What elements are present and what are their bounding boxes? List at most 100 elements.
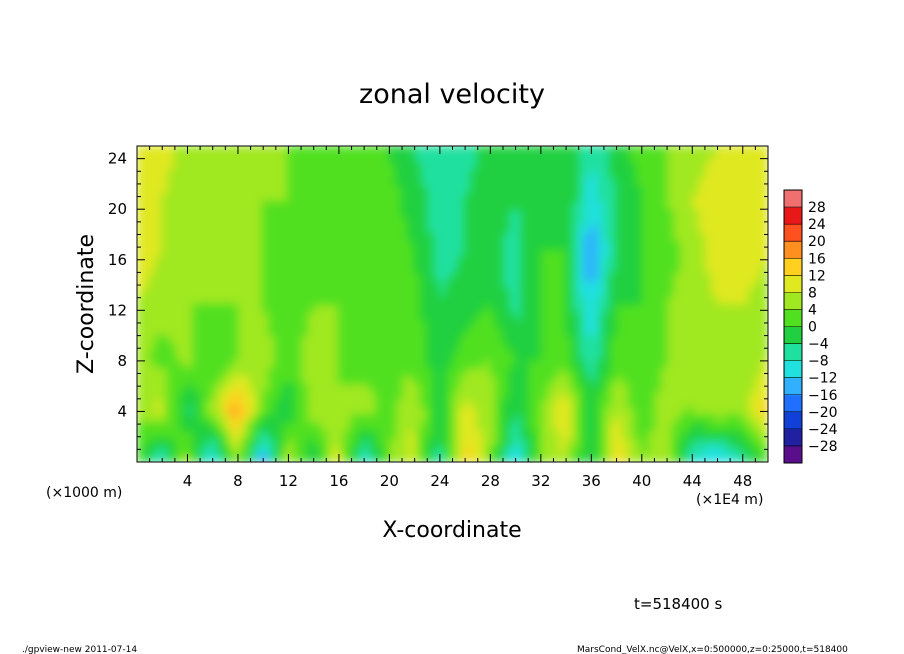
heatmap-cell — [344, 429, 353, 439]
heatmap-cell — [300, 437, 308, 447]
heatmap-cell — [161, 248, 170, 258]
colorbar-swatch — [784, 394, 802, 413]
heatmap-cell — [470, 208, 479, 218]
heatmap-cell — [433, 232, 441, 242]
heatmap-cell — [351, 374, 359, 384]
heatmap-cell — [319, 429, 327, 439]
heatmap-cell — [445, 374, 453, 384]
heatmap-cell — [534, 177, 542, 186]
heatmap-cell — [300, 374, 308, 384]
heatmap-cell — [742, 216, 750, 226]
heatmap-cell — [174, 311, 182, 321]
heatmap-cell — [679, 146, 687, 155]
heatmap-cell — [137, 343, 144, 352]
heatmap-cell — [414, 343, 422, 352]
heatmap-cell — [193, 256, 201, 265]
heatmap-cell — [256, 343, 264, 352]
heatmap-cell — [149, 287, 157, 297]
heatmap-cell — [155, 248, 163, 258]
heatmap-cell — [180, 374, 188, 384]
heatmap-cell — [382, 453, 390, 462]
heatmap-cell — [616, 295, 624, 305]
heatmap-cell — [470, 429, 479, 439]
heatmap-cell — [502, 264, 510, 273]
heatmap-cell — [313, 453, 321, 462]
heatmap-cell — [597, 422, 605, 431]
heatmap-cell — [382, 192, 390, 202]
heatmap-cell — [395, 208, 403, 218]
heatmap-cell — [433, 208, 441, 218]
heatmap-cell — [578, 153, 586, 163]
heatmap-cell — [212, 366, 220, 376]
heatmap-cell — [180, 422, 188, 431]
heatmap-cell — [319, 224, 327, 234]
heatmap-cell — [168, 185, 176, 194]
heatmap-cell — [199, 185, 207, 194]
heatmap-cell — [142, 224, 151, 234]
heatmap-cell — [269, 429, 277, 439]
heatmap-cell — [748, 169, 756, 179]
heatmap-cell — [344, 406, 353, 416]
heatmap-cell — [571, 169, 580, 179]
heatmap-cell — [313, 208, 321, 218]
heatmap-cell — [149, 216, 157, 226]
heatmap-cell — [174, 327, 182, 337]
heatmap-cell — [597, 192, 605, 202]
heatmap-cell — [685, 343, 693, 352]
heatmap-cell — [332, 343, 340, 352]
heatmap-cell — [483, 248, 491, 258]
heatmap-cell — [470, 177, 479, 186]
heatmap-cell — [332, 224, 340, 234]
heatmap-cell — [628, 382, 636, 392]
heatmap-cell — [388, 398, 397, 408]
heatmap-cell — [338, 216, 346, 226]
heatmap-cell — [483, 200, 491, 210]
heatmap-cell — [452, 327, 460, 337]
heatmap-cell — [622, 224, 630, 234]
heatmap-cell — [294, 208, 302, 218]
heatmap-cell — [634, 429, 643, 439]
heatmap-cell — [653, 208, 662, 218]
heatmap-cell — [710, 161, 719, 171]
heatmap-cell — [142, 327, 151, 337]
heatmap-cell — [470, 279, 479, 289]
heatmap-cell — [666, 366, 674, 376]
heatmap-cell — [515, 295, 523, 305]
heatmap-cell — [186, 374, 195, 384]
heatmap-cell — [256, 185, 264, 194]
heatmap-cell — [754, 295, 763, 305]
heatmap-cell — [407, 343, 416, 352]
heatmap-cell — [344, 358, 353, 368]
heatmap-cell — [224, 319, 233, 329]
heatmap-cell — [281, 192, 289, 202]
heatmap-cell — [584, 358, 592, 368]
heatmap-cell — [470, 382, 479, 392]
heatmap-cell — [515, 374, 523, 384]
heatmap-cell — [452, 200, 460, 210]
heatmap-cell — [376, 295, 384, 305]
heatmap-cell — [332, 311, 340, 321]
heatmap-cell — [559, 169, 567, 179]
heatmap-cell — [395, 264, 403, 273]
heatmap-cell — [672, 240, 681, 250]
heatmap-cell — [231, 335, 239, 344]
heatmap-cell — [559, 216, 567, 226]
heatmap-cell — [155, 295, 163, 305]
heatmap-cell — [527, 153, 536, 163]
heatmap-cell — [250, 271, 258, 281]
heatmap-cell — [161, 177, 170, 186]
heatmap-cell — [483, 390, 491, 400]
heatmap-cell — [161, 343, 170, 352]
heatmap-cell — [306, 153, 315, 163]
heatmap-cell — [477, 264, 485, 273]
heatmap-cell — [584, 177, 592, 186]
heatmap-cell — [439, 146, 447, 155]
heatmap-cell — [369, 374, 378, 384]
heatmap-cell — [445, 248, 453, 258]
heatmap-cell — [294, 390, 302, 400]
heatmap-cell — [231, 185, 239, 194]
heatmap-cell — [691, 406, 700, 416]
heatmap-cell — [407, 256, 416, 265]
heatmap-cell — [679, 303, 687, 313]
heatmap-cell — [218, 335, 226, 344]
